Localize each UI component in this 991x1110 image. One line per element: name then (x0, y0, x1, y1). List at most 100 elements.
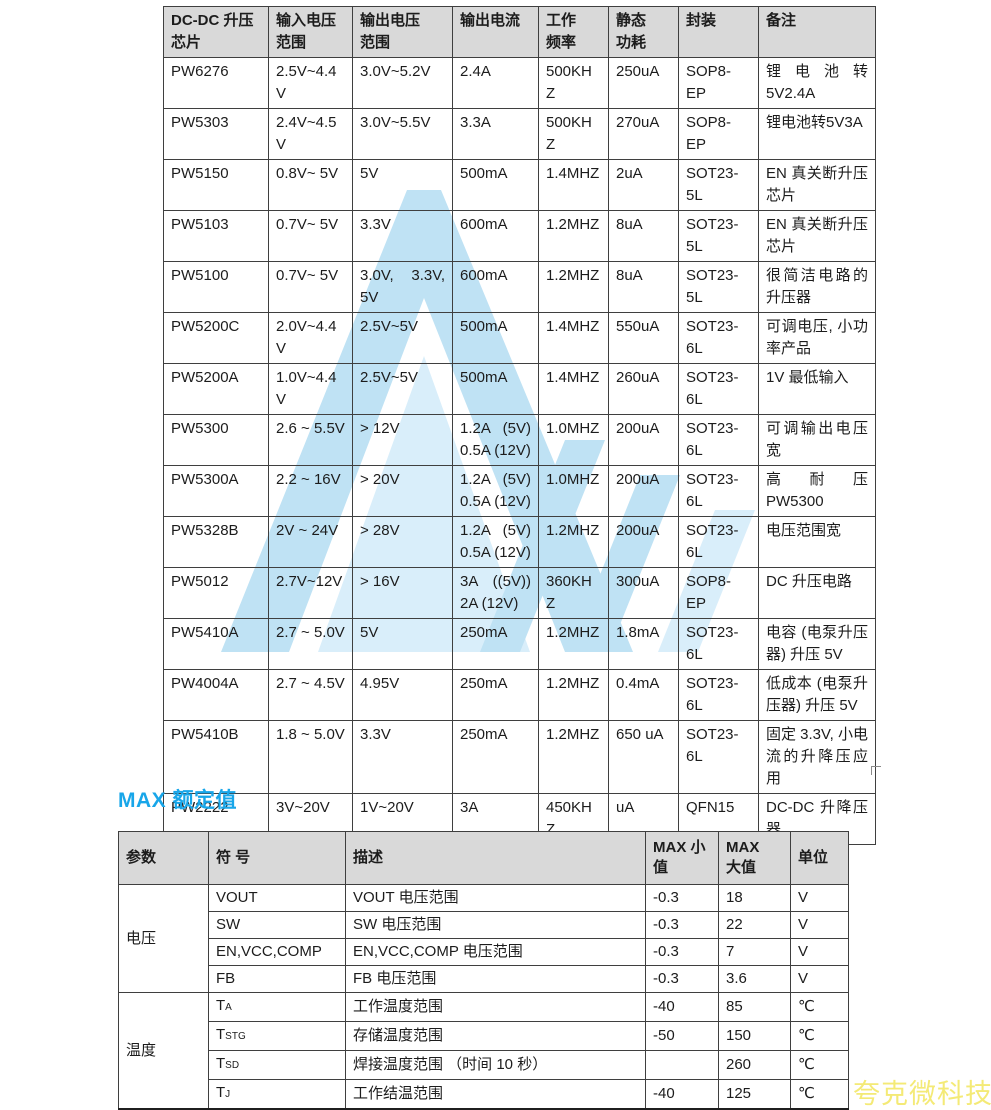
cell-max-max: 125 (718, 1079, 791, 1110)
cell-freq: 360KHZ (538, 567, 609, 619)
cell-max-min: -0.3 (645, 911, 719, 939)
cell-max-max: 85 (718, 992, 791, 1022)
chip-table-row: PW5012 2.7V~12V > 16V 3A ((5V)) 2A (12V) 360… (163, 567, 876, 619)
cell-chip: PW5300A (163, 465, 269, 517)
cell-description: FB 电压范围 (345, 965, 646, 993)
max-table-header-cell: MAX 大值 (718, 831, 791, 885)
max-table-header-cell: 参数 (118, 831, 209, 885)
cell-iout: 250mA (452, 618, 539, 670)
cell-freq: 1.4MHZ (538, 312, 609, 364)
cell-freq: 1.2MHZ (538, 669, 609, 721)
cell-unit: V (790, 884, 849, 912)
cell-max-max: 260 (718, 1050, 791, 1080)
cell-description: SW 电压范围 (345, 911, 646, 939)
symbol-main: T (216, 997, 226, 1014)
cell-vin: 1.8 ~ 5.0V (268, 720, 353, 794)
cell-note: 固定 3.3V, 小电流的升降压应用 (758, 720, 876, 794)
cell-symbol: SW (208, 911, 346, 939)
cell-iq: 1.8mA (608, 618, 679, 670)
cell-freq: 1.4MHZ (538, 159, 609, 211)
cell-chip: PW5328B (163, 516, 269, 568)
cell-max-min: -40 (645, 992, 719, 1022)
cell-iq: 270uA (608, 108, 679, 160)
cell-max-max: 18 (718, 884, 791, 912)
cell-vout: 2.5V~5V (352, 312, 453, 364)
cell-iq: 260uA (608, 363, 679, 415)
cell-description: 焊接温度范围 （时间 10 秒） (345, 1050, 646, 1080)
cell-symbol: TJ (208, 1079, 346, 1110)
cell-note: DC 升压电路 (758, 567, 876, 619)
cell-iq: 300uA (608, 567, 679, 619)
cell-note: 电压范围宽 (758, 516, 876, 568)
cell-vin: 2.6 ~ 5.5V (268, 414, 353, 466)
cell-vout: > 12V (352, 414, 453, 466)
max-rating-title: MAX 额定值 (118, 789, 237, 812)
cell-vout: 5V (352, 159, 453, 211)
chip-table-header-row: DC-DC 升压 芯片 输入电压 范围 输出电压 范围 输出电流 工作 频率 静态 功耗封… (163, 6, 876, 58)
cell-description: 工作结温范围 (345, 1079, 646, 1110)
cell-note: 可调输出电压宽 (758, 414, 876, 466)
cell-max-max: 22 (718, 911, 791, 939)
chip-table-row: PW5303 2.4V~4.5V 3.0V~5.5V 3.3A 500KHZ 270uA S… (163, 108, 876, 160)
chip-table-row: PW5300A 2.2 ~ 16V > 20V 1.2A (5V) 0.5A (12V… (163, 465, 876, 517)
cell-pkg: SOT23-6L (678, 363, 759, 415)
brand-watermark-text: 夸克微科技 (853, 1079, 991, 1109)
cell-chip: PW5300 (163, 414, 269, 466)
cell-vin: 2.4V~4.5V (268, 108, 353, 160)
symbol-subscript: J (225, 1089, 231, 1100)
cell-symbol: TSD (208, 1050, 346, 1080)
cell-pkg: SOT23-6L (678, 465, 759, 517)
cell-chip: PW4004A (163, 669, 269, 721)
cell-vout: 4.95V (352, 669, 453, 721)
cell-unit: ℃ (790, 992, 849, 1022)
cell-vout: 3.0V~5.5V (352, 108, 453, 160)
cell-freq: 1.2MHZ (538, 210, 609, 262)
cell-chip: PW5150 (163, 159, 269, 211)
cell-note: 锂电池转 5V2.4A (758, 57, 876, 109)
cell-iq: 250uA (608, 57, 679, 109)
cell-note: 高耐压 PW5300 (758, 465, 876, 517)
cell-iout: 250mA (452, 720, 539, 794)
cell-max-min: -50 (645, 1021, 719, 1051)
cell-chip: PW5200C (163, 312, 269, 364)
cell-max-max: 7 (718, 938, 791, 966)
cell-symbol: FB (208, 965, 346, 993)
cell-iout: 1.2A (5V) 0.5A (12V) (452, 414, 539, 466)
cell-pkg: SOT23-6L (678, 618, 759, 670)
cell-pkg: SOT23-5L (678, 159, 759, 211)
chip-table-row: PW5410B 1.8 ~ 5.0V 3.3V 250mA 1.2MHZ 650 uA SO… (163, 720, 876, 794)
cell-iout: 600mA (452, 210, 539, 262)
cell-max-max: 150 (718, 1021, 791, 1051)
cell-symbol: VOUT (208, 884, 346, 912)
cell-iout: 1.2A (5V) 0.5A (12V) (452, 465, 539, 517)
cell-iout: 3.3A (452, 108, 539, 160)
cell-chip: PW5103 (163, 210, 269, 262)
cell-vout: 3.3V (352, 210, 453, 262)
cell-pkg: SOP8-EP (678, 567, 759, 619)
symbol-main: SW (216, 916, 241, 933)
chip-table-header-cell: 工作 频率 (538, 6, 609, 58)
cell-note: 锂电池转5V3A (758, 108, 876, 160)
cell-vout: 3.0V~5.2V (352, 57, 453, 109)
chip-table-row: PW4004A 2.7 ~ 4.5V 4.95V 250mA 1.2MHZ 0.4mA SO… (163, 669, 876, 721)
cell-max-max: 3.6 (718, 965, 791, 993)
cell-vin: 2.7 ~ 5.0V (268, 618, 353, 670)
cell-chip: PW5303 (163, 108, 269, 160)
cell-vin: 2.0V~4.4V (268, 312, 353, 364)
cell-iout: 3A ((5V)) 2A (12V) (452, 567, 539, 619)
cell-vin: 0.8V~ 5V (268, 159, 353, 211)
cell-iq: 8uA (608, 261, 679, 313)
cell-param-group: 温度 (118, 992, 209, 1110)
cell-iq: 200uA (608, 516, 679, 568)
cell-chip: PW5410A (163, 618, 269, 670)
cell-unit: V (790, 965, 849, 993)
cell-max-min: -40 (645, 1079, 719, 1110)
cell-vin: 1.0V~4.4V (268, 363, 353, 415)
cell-iout: 600mA (452, 261, 539, 313)
cell-freq: 1.4MHZ (538, 363, 609, 415)
max-table-row: FB FB 电压范围 -0.3 3.6 V (119, 965, 849, 993)
cell-chip: PW5012 (163, 567, 269, 619)
cell-pkg: SOT23-5L (678, 210, 759, 262)
max-table-row: EN,VCC,COMP EN,VCC,COMP 电压范围 -0.3 7 V (119, 938, 849, 966)
cell-pkg: SOT23-6L (678, 669, 759, 721)
